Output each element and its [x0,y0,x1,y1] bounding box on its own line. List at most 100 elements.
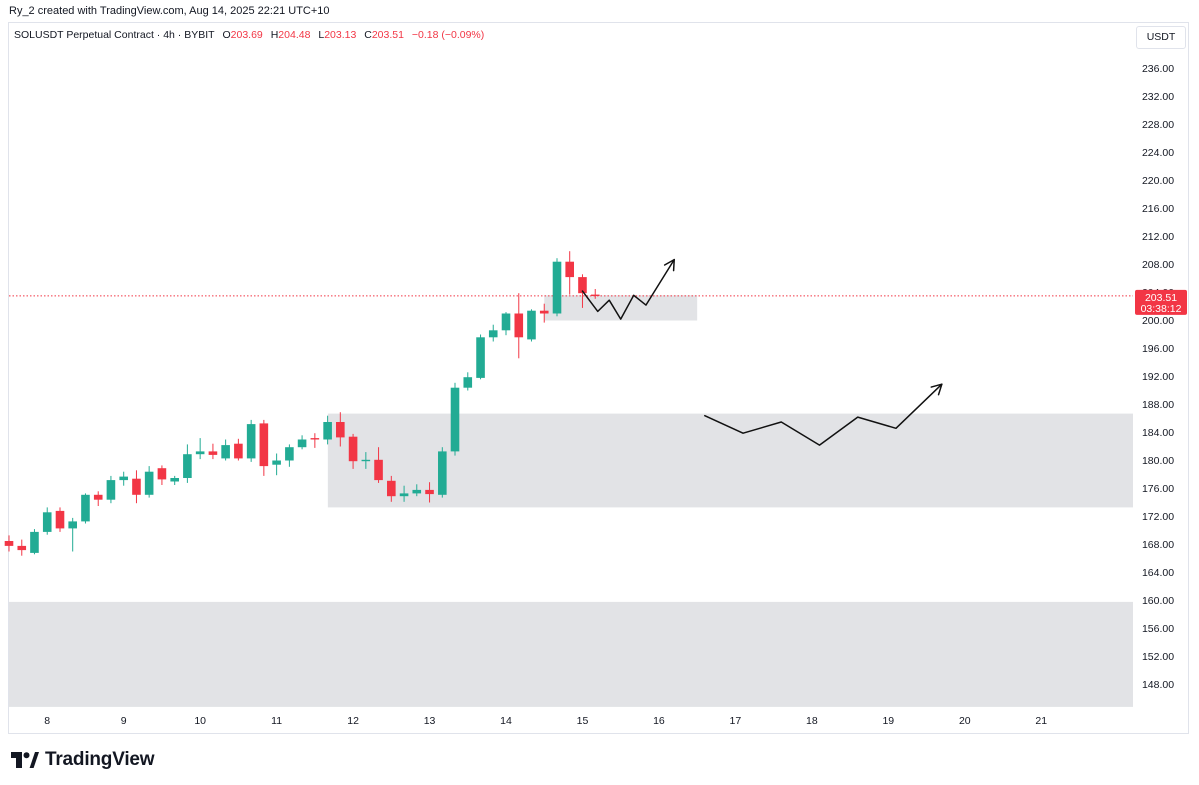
candle [106,475,116,504]
candle-body [425,489,434,495]
price-axis[interactable]: 148.00 152.00 156.00 160.00 164.00 168.00 172.… [1142,35,1174,691]
candle-body [336,422,345,438]
time-axis[interactable]: 8 9 10 11 12 13 14 15 16 17 18 19 20 21 [44,715,1047,727]
candle-body [539,310,549,314]
candle [438,447,447,498]
zone-rect [9,601,1133,707]
time-tick-label: 9 [121,715,127,727]
symbol-title: SOLUSDT Perpetual Contract · 4h · BYBIT [14,29,215,41]
high-label: H [270,29,279,41]
candle-body [55,510,65,529]
candle-body [195,451,205,455]
time-tick-label: 18 [806,715,818,727]
time-tick-label: 16 [653,715,665,727]
candle [336,412,345,447]
last-price-value: 203.51 [1145,292,1177,304]
candle-body [208,451,218,455]
attribution-text: Ry_2 created with TradingView.com, Aug 1… [9,5,330,17]
candle [565,251,575,295]
candle [590,289,600,299]
candle [323,415,332,445]
zones-layer [9,295,1133,707]
candle-body [119,476,128,481]
price-tick-label: 148.00 [1142,679,1174,691]
price-tick-label: 152.00 [1142,651,1174,663]
candle [30,529,39,555]
candle-body [374,459,383,481]
open-label: O [222,29,231,41]
low-label: L [318,29,325,41]
candle-body [285,447,294,461]
projection-path-upper [581,258,675,320]
high-value: 204.48 [278,29,311,41]
candle [348,433,358,469]
time-tick-label: 12 [347,715,359,727]
candle-body [144,471,154,495]
price-tick-label: 224.00 [1142,147,1174,159]
currency-button[interactable]: USDT [1136,26,1186,49]
candle [55,507,65,532]
close-value: 203.51 [371,29,404,41]
price-tick-label: 168.00 [1142,539,1174,551]
candle [463,372,473,391]
candle [501,312,511,336]
candle-body [170,478,179,482]
candle-body [488,330,498,338]
candle [144,466,154,498]
time-tick-label: 20 [959,715,971,727]
candle-body [501,313,511,331]
candle-body [565,261,575,278]
candle [208,443,218,460]
candle-body [361,459,371,462]
symbol-legend[interactable]: SOLUSDT Perpetual Contract · 4h · BYBIT … [14,29,484,41]
candle-body [310,438,320,440]
candle-body [93,494,103,500]
tradingview-logo: TradingView [11,749,155,771]
price-tick-label: 160.00 [1142,595,1174,607]
time-tick-label: 10 [194,715,206,727]
price-tick-label: 196.00 [1142,343,1174,355]
candle [361,452,371,469]
candle [285,444,294,467]
time-tick-label: 11 [271,715,282,727]
candle [476,334,485,380]
candle-body [272,460,281,465]
candle [399,485,409,502]
candle-body [463,377,473,388]
arrow-head-icon [663,258,675,272]
candle-body [527,310,536,340]
candle-body [348,436,358,462]
candle [81,493,90,524]
open-value: 203.69 [230,29,263,41]
candle [539,303,549,323]
price-tick-label: 208.00 [1142,259,1174,271]
candle [68,517,77,552]
time-tick-label: 19 [882,715,894,727]
time-tick-label: 21 [1035,715,1047,727]
candle [183,444,192,483]
time-tick-label: 14 [500,715,512,727]
candle-body [246,424,256,459]
candle [259,419,269,476]
price-tick-label: 216.00 [1142,203,1174,215]
time-tick-label: 8 [44,715,50,727]
candle [42,507,52,535]
candle [246,419,256,462]
price-tick-label: 236.00 [1142,63,1174,75]
candle-body [514,313,524,338]
candle [374,447,383,483]
change-value: −0.18 (−0.09%) [411,29,485,41]
price-tick-label: 176.00 [1142,483,1174,495]
price-tick-label: 228.00 [1142,119,1174,131]
candle [412,484,422,497]
chart-pane[interactable] [8,22,1189,734]
zone-rect [327,413,1133,508]
candle [297,435,307,450]
candle [425,482,434,503]
candle [514,293,524,359]
price-tick-label: 200.00 [1142,315,1174,327]
time-tick-label: 17 [730,715,742,727]
candle [234,438,243,461]
